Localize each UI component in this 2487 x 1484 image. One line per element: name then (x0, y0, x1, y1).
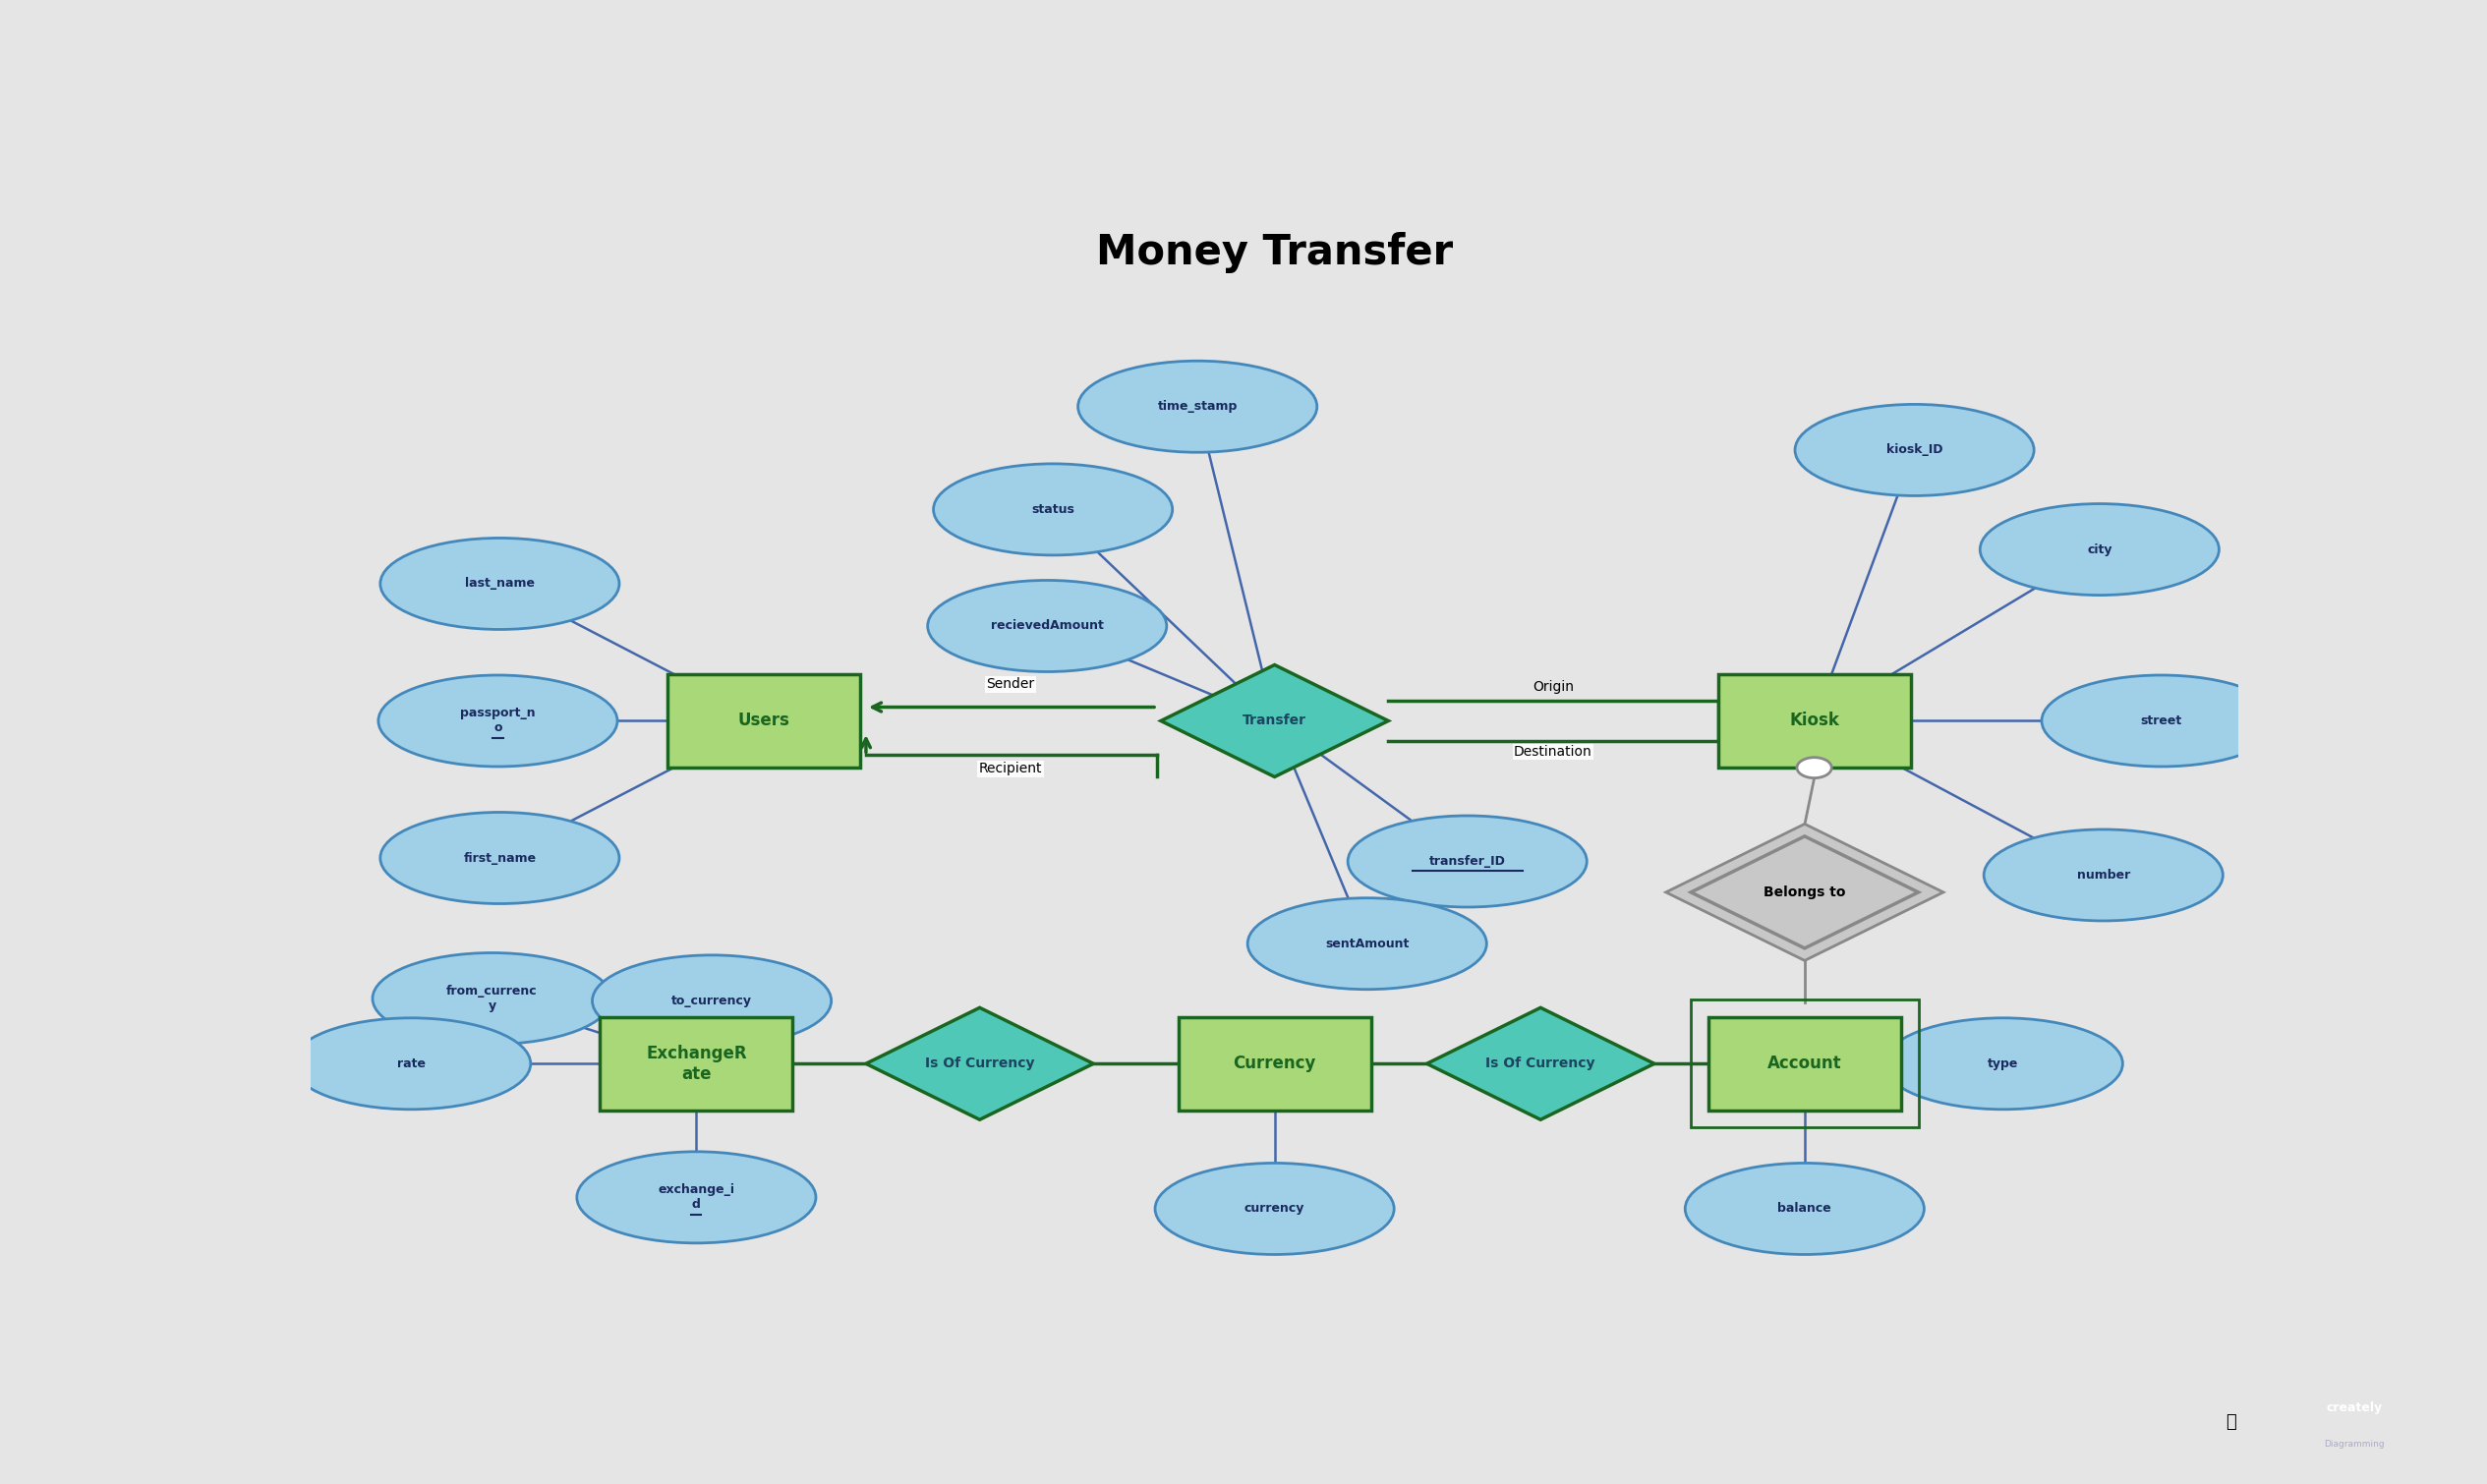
Text: Recipient: Recipient (980, 761, 1042, 776)
Text: kiosk_ID: kiosk_ID (1885, 444, 1942, 457)
Text: Origin: Origin (1532, 680, 1574, 693)
Text: creately: creately (2328, 1402, 2383, 1414)
Ellipse shape (577, 1152, 816, 1244)
Text: sentAmount: sentAmount (1326, 938, 1410, 950)
Text: first_name: first_name (463, 852, 537, 864)
Text: 💡: 💡 (2226, 1413, 2236, 1431)
Text: recievedAmount: recievedAmount (990, 620, 1104, 632)
Ellipse shape (1985, 830, 2223, 920)
Circle shape (1798, 757, 1830, 778)
Ellipse shape (928, 580, 1166, 672)
Ellipse shape (1077, 361, 1318, 453)
Polygon shape (1666, 824, 1942, 960)
Polygon shape (1428, 1008, 1654, 1119)
Text: balance: balance (1778, 1202, 1830, 1215)
Ellipse shape (1154, 1163, 1395, 1254)
Ellipse shape (1248, 898, 1487, 990)
Text: Transfer: Transfer (1244, 714, 1306, 727)
FancyBboxPatch shape (1709, 1017, 1900, 1110)
Text: currency: currency (1244, 1202, 1306, 1215)
Text: last_name: last_name (465, 577, 535, 591)
Text: passport_n
o: passport_n o (460, 706, 535, 735)
Text: Is Of Currency: Is Of Currency (925, 1057, 1035, 1070)
Text: status: status (1032, 503, 1074, 516)
Text: to_currency: to_currency (671, 994, 751, 1008)
FancyBboxPatch shape (667, 674, 861, 767)
FancyBboxPatch shape (1719, 674, 1910, 767)
Polygon shape (865, 1008, 1094, 1119)
Text: exchange_i
d: exchange_i d (659, 1184, 734, 1211)
Ellipse shape (1980, 503, 2218, 595)
Text: Money Transfer: Money Transfer (1097, 232, 1452, 273)
Ellipse shape (933, 463, 1171, 555)
FancyBboxPatch shape (1179, 1017, 1370, 1110)
Text: Belongs to: Belongs to (1763, 886, 1845, 899)
Ellipse shape (373, 953, 612, 1045)
Text: ExchangeR
ate: ExchangeR ate (647, 1045, 746, 1083)
Ellipse shape (1883, 1018, 2124, 1110)
Text: street: street (2141, 714, 2181, 727)
Polygon shape (1691, 837, 1917, 948)
Text: from_currenc
y: from_currenc y (448, 985, 537, 1012)
Text: time_stamp: time_stamp (1156, 401, 1239, 413)
Text: transfer_ID: transfer_ID (1430, 855, 1505, 868)
Text: Currency: Currency (1234, 1055, 1316, 1073)
Polygon shape (1161, 665, 1388, 776)
Text: Users: Users (739, 712, 791, 730)
Ellipse shape (381, 812, 619, 904)
Ellipse shape (378, 675, 617, 767)
Text: city: city (2087, 543, 2111, 556)
Text: Diagramming: Diagramming (2325, 1439, 2385, 1448)
Ellipse shape (1348, 816, 1587, 907)
Ellipse shape (2042, 675, 2281, 767)
Text: type: type (1987, 1057, 2019, 1070)
Ellipse shape (1686, 1163, 1925, 1254)
Text: Is Of Currency: Is Of Currency (1485, 1057, 1594, 1070)
Text: Kiosk: Kiosk (1788, 712, 1840, 730)
Text: rate: rate (398, 1057, 425, 1070)
FancyBboxPatch shape (599, 1017, 793, 1110)
Text: number: number (2077, 868, 2129, 881)
Text: Destination: Destination (1515, 745, 1592, 758)
Text: Account: Account (1768, 1055, 1843, 1073)
Ellipse shape (291, 1018, 530, 1110)
Text: Sender: Sender (987, 677, 1035, 692)
Ellipse shape (381, 539, 619, 629)
Ellipse shape (1796, 404, 2034, 496)
Ellipse shape (592, 956, 831, 1046)
